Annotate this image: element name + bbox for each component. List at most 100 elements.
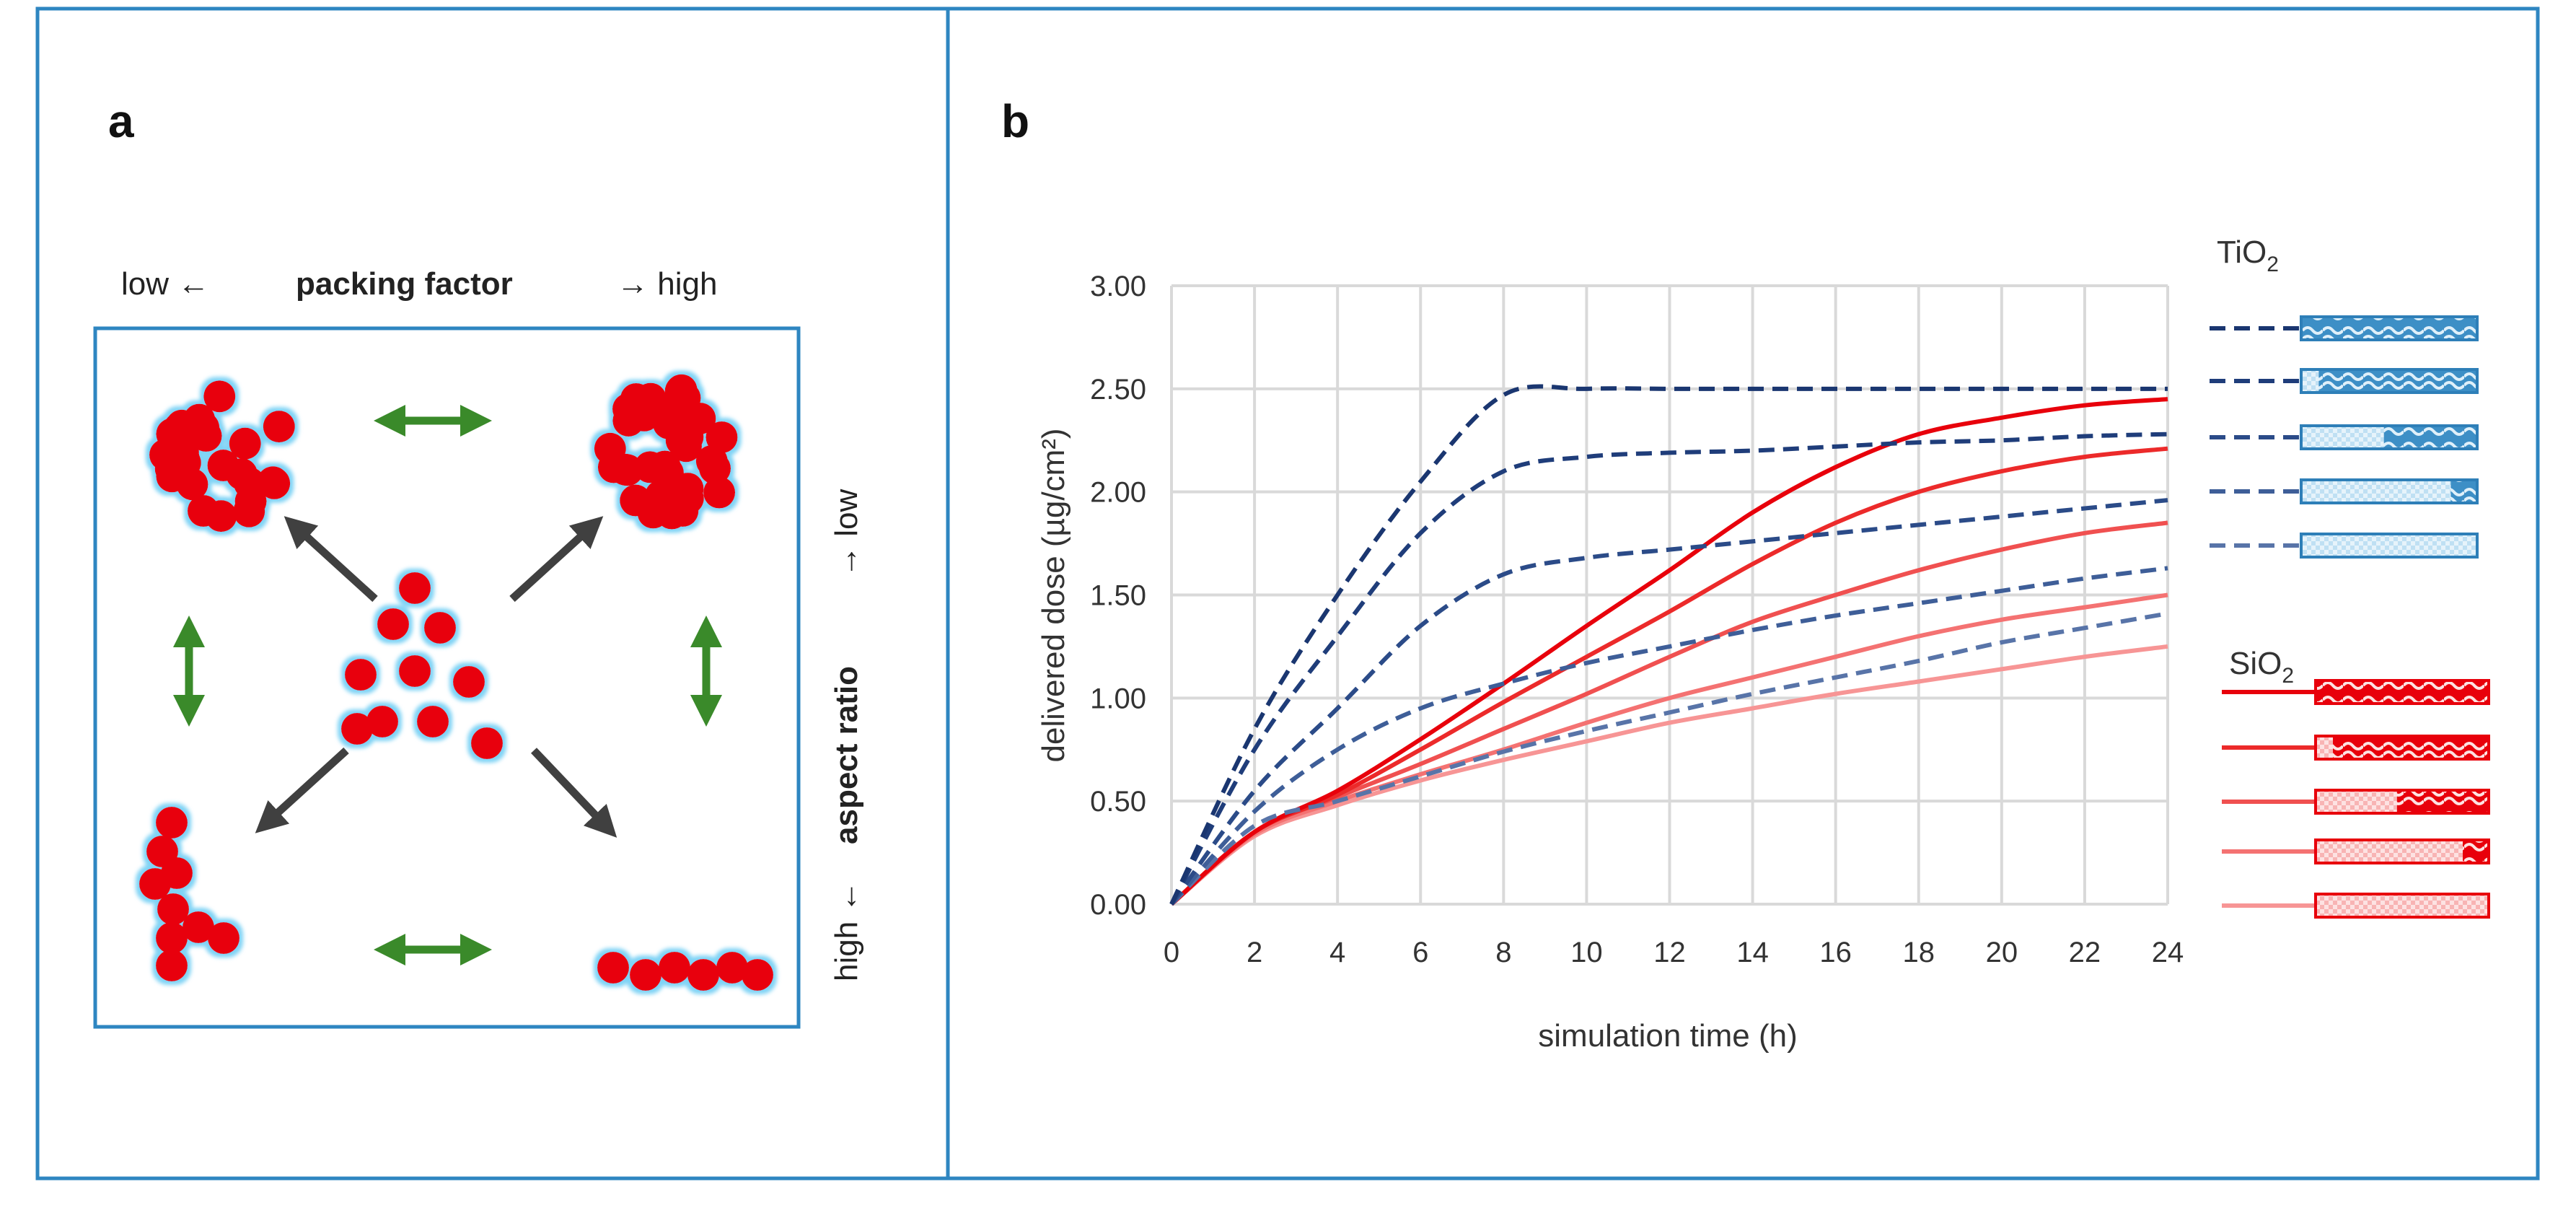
gray-arrow-top-right [509, 516, 604, 603]
legend-swatch-SiO2-1 [2314, 679, 2490, 705]
gray-arrow-bottom-right [531, 748, 617, 838]
aspect-low-label: → low [829, 489, 864, 577]
legend-swatch-packed [2316, 840, 2463, 863]
chart-series [1169, 384, 2168, 906]
panel-a-label: a [108, 95, 134, 147]
x-tick-label: 22 [2069, 937, 2101, 968]
y-tick-label: 2.50 [1090, 374, 1146, 406]
series-line-SiO2-1 [1170, 397, 2168, 906]
particle [399, 572, 431, 604]
legend-swatch-loose [2318, 369, 2477, 393]
particle [652, 407, 685, 439]
particle [208, 922, 239, 954]
particle [263, 411, 295, 443]
particle [183, 911, 214, 943]
y-tick-label: 0.00 [1090, 889, 1146, 921]
legend-swatch-loose [2383, 426, 2477, 449]
y-tick-label: 1.50 [1090, 580, 1146, 612]
particle [453, 666, 485, 698]
particle [341, 713, 373, 745]
particle [659, 952, 690, 984]
aspect-ratio-title: aspect ratio [829, 666, 864, 844]
x-tick-labels: 0 2 4 6 8 10 12 14 16 18 20 22 24 [1164, 937, 2184, 968]
panel-b: b 0 2 4 6 8 10 12 14 16 18 20 22 24 0.000.501.001.50… [1001, 95, 2490, 1054]
particle [229, 427, 261, 460]
series-line-SiO2-4 [1170, 592, 2168, 906]
y-tick-label: 2.00 [1090, 477, 1146, 509]
legend-swatch-loose [2333, 736, 2489, 759]
chart-legend: TiO2 SiO2 [2210, 235, 2490, 919]
particle [630, 959, 661, 991]
panel-a-inner-box [93, 326, 801, 1029]
legend-swatch-packed [2316, 894, 2489, 917]
legend-group-subscript: 2 [2282, 664, 2294, 688]
legend-swatch-TiO2-3 [2300, 424, 2479, 450]
particle [699, 452, 731, 485]
particle [665, 374, 698, 406]
y-tick-label: 0.50 [1090, 786, 1146, 818]
x-tick-label: 6 [1412, 937, 1428, 968]
arrows [173, 405, 722, 965]
x-tick-label: 10 [1570, 937, 1603, 968]
particle [366, 706, 398, 737]
x-tick-label: 4 [1329, 937, 1345, 968]
packing-factor-title: packing factor [296, 266, 513, 302]
y-axis-label: delivered dose (µg/cm²) [1036, 428, 1071, 762]
legend-swatch-loose [2463, 840, 2489, 863]
series-line-SiO2-2 [1170, 446, 2168, 906]
legend-swatch-loose [2301, 317, 2477, 340]
legend-group-title: SiO2 [2229, 646, 2294, 688]
particle [620, 484, 652, 517]
particle [156, 922, 188, 954]
legend-swatch-SiO2-3 [2314, 789, 2490, 815]
x-tick-label: 16 [1819, 937, 1852, 968]
x-tick-label: 0 [1164, 937, 1179, 968]
x-tick-label: 24 [2152, 937, 2184, 968]
legend-group-subscript: 2 [2267, 253, 2279, 276]
particle [157, 893, 189, 925]
x-tick-label: 2 [1247, 937, 1262, 968]
particle [203, 380, 236, 413]
legend-swatch-SiO2-4 [2314, 838, 2490, 864]
particle [634, 382, 667, 415]
particle [471, 727, 503, 759]
x-tick-label: 18 [1903, 937, 1935, 968]
legend-swatch-TiO2-1 [2300, 315, 2479, 341]
particle [165, 409, 198, 442]
legend-swatch-loose [2316, 680, 2489, 704]
particle [684, 402, 716, 434]
legend-swatch-loose [2396, 790, 2489, 813]
particle [205, 500, 237, 533]
x-tick-label: 20 [1986, 937, 2018, 968]
legend-swatch-packed [2301, 426, 2384, 449]
particle [716, 952, 748, 984]
particle [156, 950, 188, 981]
x-axis-label: simulation time (h) [1538, 1018, 1797, 1054]
legend-swatch-TiO2-4 [2300, 478, 2479, 504]
series-line-SiO2-5 [1170, 644, 2168, 906]
x-tick-label: 12 [1653, 937, 1686, 968]
legend-swatch-packed [2301, 480, 2451, 503]
particle [207, 450, 239, 482]
particle-clusters [139, 374, 773, 991]
series-line-TiO2-4 [1169, 566, 2168, 906]
x-tick-label: 14 [1736, 937, 1769, 968]
particle [742, 959, 773, 991]
packing-low-label: low ← [121, 266, 209, 302]
particle [705, 421, 738, 453]
particle [417, 706, 449, 737]
x-tick-label: 8 [1495, 937, 1511, 968]
legend-swatch-packed [2316, 736, 2333, 759]
legend-swatch-TiO2-2 [2300, 368, 2479, 394]
gray-arrow-top-left [283, 516, 378, 603]
particle [258, 467, 291, 499]
particle [345, 659, 377, 691]
legend-swatch-packed [2316, 790, 2397, 813]
legend-swatch-loose [2450, 480, 2477, 503]
series-line-TiO2-5 [1169, 611, 2168, 906]
series-line-TiO2-3 [1169, 498, 2168, 906]
y-tick-label: 3.00 [1090, 271, 1146, 302]
particle [424, 612, 456, 644]
particle [649, 450, 681, 483]
particle [156, 807, 188, 838]
